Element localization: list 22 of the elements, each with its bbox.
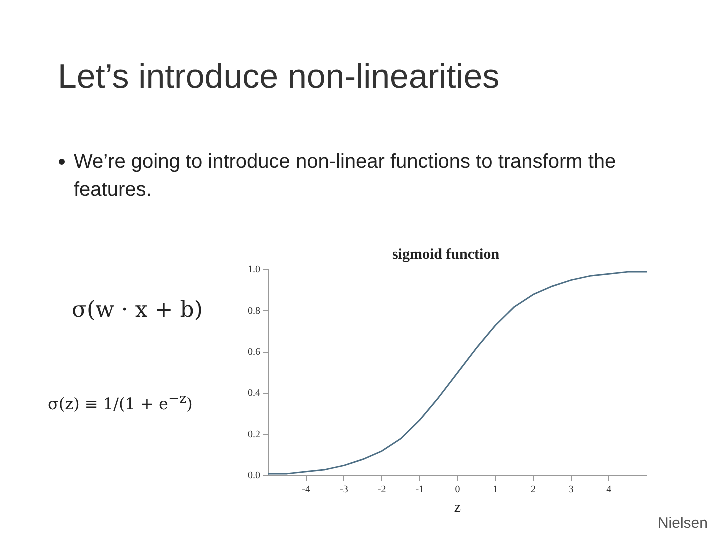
x-tick-label: -2 bbox=[378, 484, 386, 496]
x-tick-label: -3 bbox=[340, 484, 348, 496]
text: σ(z) ≡ 1/(1 + e$^{−z}$) bbox=[48, 392, 193, 414]
x-tick-label: 0 bbox=[455, 484, 460, 496]
x-tick-label: -1 bbox=[416, 484, 424, 496]
x-tick-label: -4 bbox=[302, 484, 311, 496]
y-tick-label: 0.6 bbox=[248, 347, 260, 358]
y-tick-label: 0.4 bbox=[248, 388, 260, 400]
x-tick-label: 1 bbox=[493, 484, 498, 496]
y-tick-label: 0.2 bbox=[248, 429, 260, 440]
y-tick-label: 0.8 bbox=[248, 306, 260, 317]
text: Let’s introduce non-linearities bbox=[58, 58, 500, 97]
x-axis-title: z bbox=[454, 500, 462, 516]
text: We’re going to introduce non-linear functions to transform the features. bbox=[74, 150, 618, 203]
x-tick-label: 3 bbox=[568, 484, 574, 496]
x-tick-label: 4 bbox=[606, 484, 612, 496]
chart-title: sigmoid function bbox=[392, 246, 500, 263]
x-tick-label: 2 bbox=[530, 484, 536, 496]
text: σ(w · x + b) bbox=[72, 298, 203, 323]
y-tick-label: 1.0 bbox=[248, 264, 260, 276]
text: Nielsen bbox=[658, 515, 708, 532]
y-tick-label: 0.0 bbox=[248, 470, 260, 482]
